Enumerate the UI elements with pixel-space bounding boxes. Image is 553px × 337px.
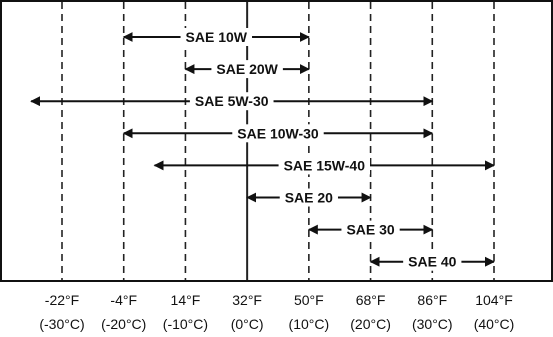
grade-range: SAE 5W-30 bbox=[31, 92, 432, 110]
grade-label: SAE 20 bbox=[285, 190, 333, 206]
grade-range: SAE 10W bbox=[124, 28, 309, 46]
temperature-f-label: 86°F bbox=[417, 292, 447, 308]
grade-label: SAE 5W-30 bbox=[195, 93, 269, 109]
temperature-c-label: (20°C) bbox=[350, 316, 391, 332]
temperature-c-label: (0°C) bbox=[231, 316, 264, 332]
temperature-f-label: 68°F bbox=[356, 292, 386, 308]
temperature-c-label: (-20°C) bbox=[101, 316, 146, 332]
grade-range: SAE 20W bbox=[185, 60, 308, 78]
grade-range: SAE 10W-30 bbox=[124, 124, 433, 142]
temperature-f-label: 32°F bbox=[232, 292, 262, 308]
temperature-f-label: 50°F bbox=[294, 292, 324, 308]
temperature-c-label: (-10°C) bbox=[163, 316, 208, 332]
grade-range: SAE 30 bbox=[309, 221, 432, 239]
temperature-f-label: -22°F bbox=[45, 292, 79, 308]
temperature-c-label: (30°C) bbox=[412, 316, 453, 332]
grade-range: SAE 40 bbox=[371, 253, 494, 271]
temperature-c-label: (40°C) bbox=[474, 316, 515, 332]
grade-range: SAE 15W-40 bbox=[155, 156, 494, 174]
grade-label: SAE 40 bbox=[408, 254, 456, 270]
temperature-f-label: -4°F bbox=[110, 292, 137, 308]
grade-label: SAE 15W-40 bbox=[284, 157, 366, 173]
temperature-axis-labels: -22°F (-30°C) -4°F (-20°C) 14°F (-10°C) 32°F (0… bbox=[39, 292, 514, 332]
temperature-c-label: (-30°C) bbox=[39, 316, 84, 332]
grade-range: SAE 20 bbox=[247, 189, 370, 207]
temperature-c-label: (10°C) bbox=[289, 316, 330, 332]
viscosity-grade-bars: SAE 10W SAE 20W SAE 5W-30 SAE 10W-30 SAE 15W… bbox=[31, 28, 494, 271]
grade-label: SAE 10W bbox=[186, 29, 248, 45]
temperature-f-label: 104°F bbox=[475, 292, 513, 308]
temperature-f-label: 14°F bbox=[171, 292, 201, 308]
grade-label: SAE 30 bbox=[346, 222, 394, 238]
grade-label: SAE 20W bbox=[216, 61, 278, 77]
grade-label: SAE 10W-30 bbox=[237, 125, 319, 141]
